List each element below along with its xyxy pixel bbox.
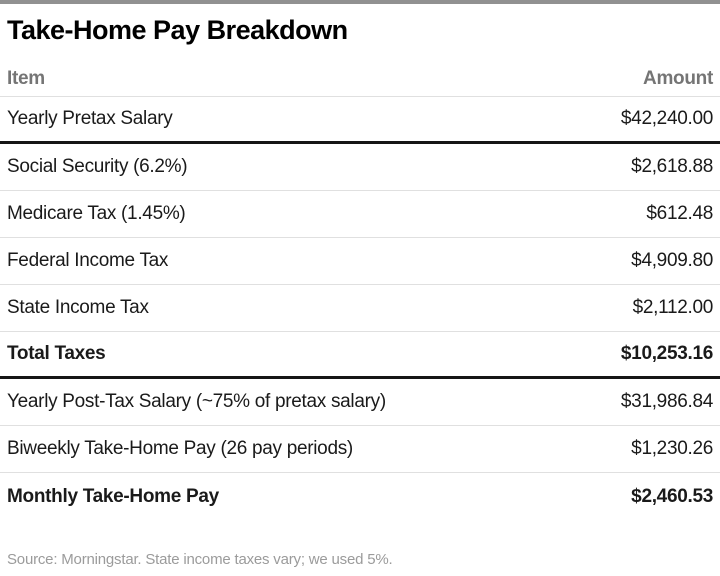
row-amount-value: $2,618.88 [631,156,713,177]
table-row: Social Security (6.2%) $2,618.88 [0,144,720,191]
row-amount-value: $2,460.53 [631,485,713,507]
row-amount-value: $2,112.00 [632,297,714,318]
table-row: Federal Income Tax $4,909.80 [0,238,720,285]
row-item-label: Total Taxes [7,343,106,364]
row-item-label: Federal Income Tax [7,250,169,271]
table-body: Yearly Pretax Salary $42,240.00 Social Sec… [0,97,720,520]
row-item-label: Social Security (6.2%) [7,156,188,177]
row-amount-value: $1,230.26 [631,438,713,459]
breakdown-table: Item Amount Yearly Pretax Salary $42,240.… [0,52,720,520]
row-item-label: State Income Tax [7,297,149,318]
row-amount-value: $4,909.80 [631,250,713,271]
table-row: Monthly Take-Home Pay $2,460.53 [0,473,720,520]
row-item-label: Yearly Post-Tax Salary (~75% of pretax s… [7,391,386,412]
table-row: Yearly Post-Tax Salary (~75% of pretax s… [0,379,720,426]
row-amount-value: $31,986.84 [620,391,713,412]
table-row: Biweekly Take-Home Pay (26 pay periods) $… [0,426,720,473]
row-item-label: Monthly Take-Home Pay [7,485,219,507]
row-item-label: Yearly Pretax Salary [7,108,173,129]
column-header-amount: Amount [643,68,713,89]
row-amount-value: $10,253.16 [620,343,713,364]
row-amount-value: $612.48 [646,203,713,224]
row-item-label: Medicare Tax (1.45%) [7,203,186,224]
table-row: Medicare Tax (1.45%) $612.48 [0,191,720,238]
row-item-label: Biweekly Take-Home Pay (26 pay periods) [7,438,353,459]
table-row: State Income Tax $2,112.00 [0,285,720,332]
top-divider-bar [0,0,720,4]
table-row: Yearly Pretax Salary $42,240.00 [0,97,720,144]
source-note: Source: Morningstar. State income taxes … [7,551,393,568]
column-header-item: Item [7,68,45,89]
row-amount-value: $42,240.00 [620,108,713,129]
table-header-row: Item Amount [0,52,720,97]
page-title: Take-Home Pay Breakdown [7,15,348,45]
table-row: Total Taxes $10,253.16 [0,332,720,379]
